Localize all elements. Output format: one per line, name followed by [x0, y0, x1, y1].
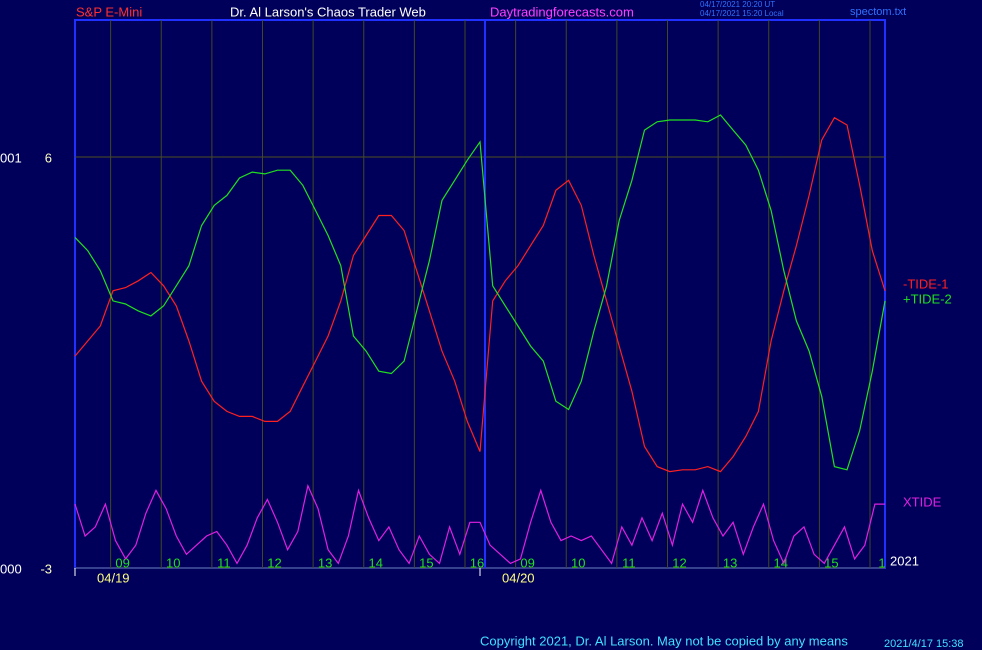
- file: spectom.txt: [850, 6, 906, 18]
- x-tick-label: 11: [622, 555, 636, 570]
- y-tick-label: 6: [45, 150, 52, 165]
- y-tick-label: -3: [40, 561, 52, 576]
- x-tick-label: 15: [824, 555, 838, 570]
- series-line: [74, 483, 885, 565]
- left-label: 001: [0, 150, 22, 165]
- legend-label: -TIDE-1: [903, 276, 949, 291]
- stamp: 2021/4/17 15:38: [884, 638, 964, 650]
- x-tick-label: 09: [115, 555, 129, 570]
- legend-label: XTIDE: [903, 494, 942, 509]
- year: 2021: [890, 553, 919, 568]
- x-tick-label: 14: [369, 555, 383, 570]
- x-tick-label: 1: [878, 555, 885, 570]
- x-tick-label: 10: [571, 555, 585, 570]
- x-tick-label: 13: [723, 555, 737, 570]
- x-tick-label: 13: [318, 555, 332, 570]
- date-label: 04/19: [97, 570, 130, 585]
- chart-subtitle: Dr. Al Larson's Chaos Trader Web: [230, 4, 426, 19]
- timestamp: 04/17/2021 15:20 Local: [700, 9, 784, 18]
- copyright: Copyright 2021, Dr. Al Larson. May not b…: [480, 633, 848, 648]
- x-tick-label: 16: [470, 555, 484, 570]
- legend-label: +TIDE-2: [903, 291, 952, 306]
- x-tick-label: 12: [267, 555, 281, 570]
- x-tick-label: 14: [774, 555, 788, 570]
- x-tick-label: 12: [672, 555, 686, 570]
- left-label: 000: [0, 561, 22, 576]
- date-label: 04/20: [502, 570, 535, 585]
- x-tick-label: 15: [419, 555, 433, 570]
- x-tick-label: 11: [217, 555, 231, 570]
- site: Daytradingforecasts.com: [490, 4, 634, 19]
- x-tick-label: 10: [166, 555, 180, 570]
- series-line: [74, 116, 886, 473]
- chart-title: S&P E-Mini: [76, 4, 142, 19]
- x-tick-label: 09: [520, 555, 534, 570]
- series-line: [74, 114, 886, 471]
- timestamp: 04/17/2021 20:20 UT: [700, 0, 775, 9]
